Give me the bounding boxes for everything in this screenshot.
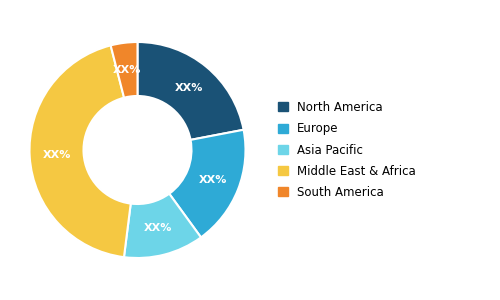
Text: XX%: XX%: [175, 82, 204, 93]
Text: XX%: XX%: [198, 175, 227, 185]
Text: XX%: XX%: [113, 64, 141, 75]
Wedge shape: [169, 130, 246, 237]
Wedge shape: [138, 42, 244, 140]
Text: XX%: XX%: [144, 224, 172, 233]
Legend: North America, Europe, Asia Pacific, Middle East & Africa, South America: North America, Europe, Asia Pacific, Mid…: [278, 101, 416, 199]
Wedge shape: [110, 42, 138, 98]
Wedge shape: [124, 194, 201, 258]
Text: XX%: XX%: [42, 150, 71, 160]
Wedge shape: [30, 45, 130, 257]
